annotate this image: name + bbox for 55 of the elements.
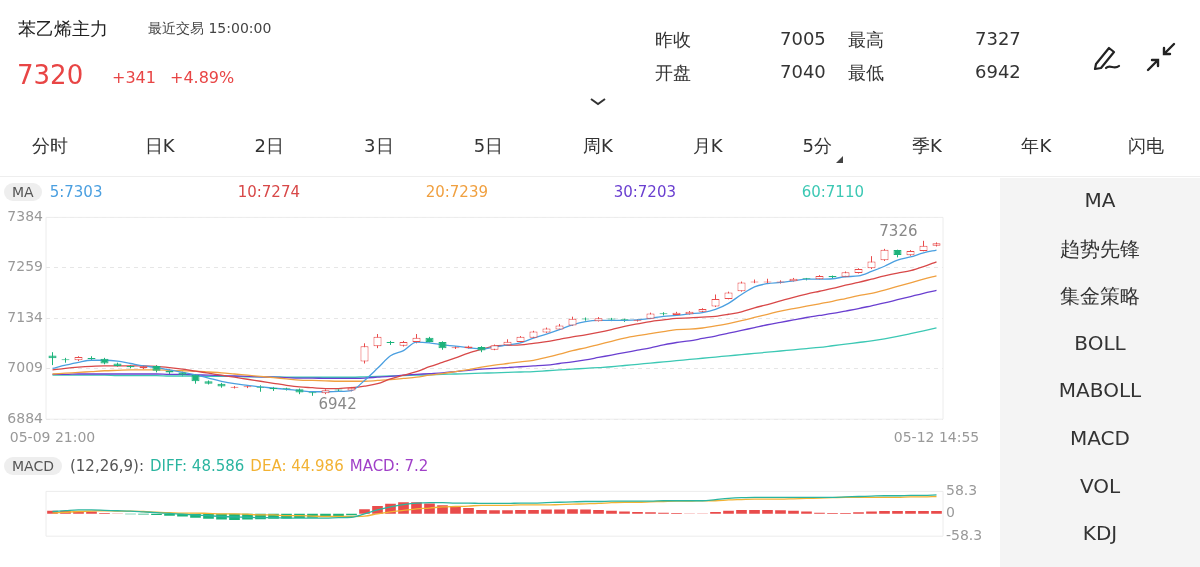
y-tick-label: 58.3 [946, 482, 978, 499]
annotation: 6942 [318, 395, 357, 414]
y-tick-label: 7259 [7, 258, 43, 275]
text: 7005 [780, 28, 826, 49]
text: 集金策略 [1060, 283, 1140, 311]
text: +341 [112, 68, 156, 87]
text: 5分 [802, 134, 832, 158]
text: VOL [1079, 473, 1121, 498]
text: 6942 [975, 61, 1021, 82]
y-tick-label: 6884 [7, 409, 44, 426]
text: 周K [583, 134, 613, 158]
text: 10:7274 [237, 183, 301, 201]
text: BOLL [1074, 330, 1126, 355]
y-tick-label: 7134 [7, 308, 44, 325]
text: KDJ [1082, 521, 1118, 546]
y-tick-label: 7384 [7, 208, 44, 225]
text: 60:7110 [801, 183, 865, 201]
text: 5:7303 [49, 183, 104, 201]
text: 年K [1021, 134, 1052, 158]
x-tick-label: 05-09 21:00 [9, 429, 96, 446]
annotation: 7326 [879, 222, 918, 241]
text: DEA: 44.986 [250, 457, 344, 475]
text: 分时 [32, 134, 68, 158]
text: MABOLL [1058, 378, 1142, 403]
legend-title: MA [4, 183, 42, 201]
series-label: MACD: 7.2 [349, 457, 429, 475]
text: 5日 [473, 134, 504, 158]
text: DIFF: 48.586 [149, 457, 245, 475]
y-tick-label: -58.3 [946, 526, 983, 543]
text: 昨收 [655, 28, 691, 52]
text: 最高 [848, 28, 884, 52]
legend-title: (12,26,9): [69, 457, 144, 475]
text: 季K [911, 134, 942, 158]
text: 开盘 [655, 61, 691, 85]
text: MA [1084, 188, 1116, 212]
text: 趋势先锋 [1060, 235, 1140, 263]
text: 日K [144, 134, 175, 158]
x-tick-label: 05-12 14:55 [893, 429, 980, 446]
text: 7320 [17, 60, 84, 90]
text: 3日 [364, 134, 394, 158]
text: 30:7203 [613, 183, 677, 201]
text: 月K [692, 134, 723, 158]
y-tick-label: 7009 [7, 359, 43, 376]
text: 苯乙烯主力 [18, 17, 108, 41]
text: 7327 [975, 28, 1021, 49]
text: 2日 [254, 134, 284, 158]
text: 最低 [848, 61, 884, 85]
text: +4.89% [170, 68, 235, 87]
y-tick-label: 0 [946, 504, 955, 521]
chart-title: MACD [4, 457, 62, 475]
text: 最近交易 15:00:00 [148, 20, 272, 38]
text: 闪电 [1128, 134, 1164, 158]
text: 20:7239 [425, 183, 489, 201]
text: MACD [1070, 426, 1130, 450]
text: 7040 [780, 61, 826, 82]
